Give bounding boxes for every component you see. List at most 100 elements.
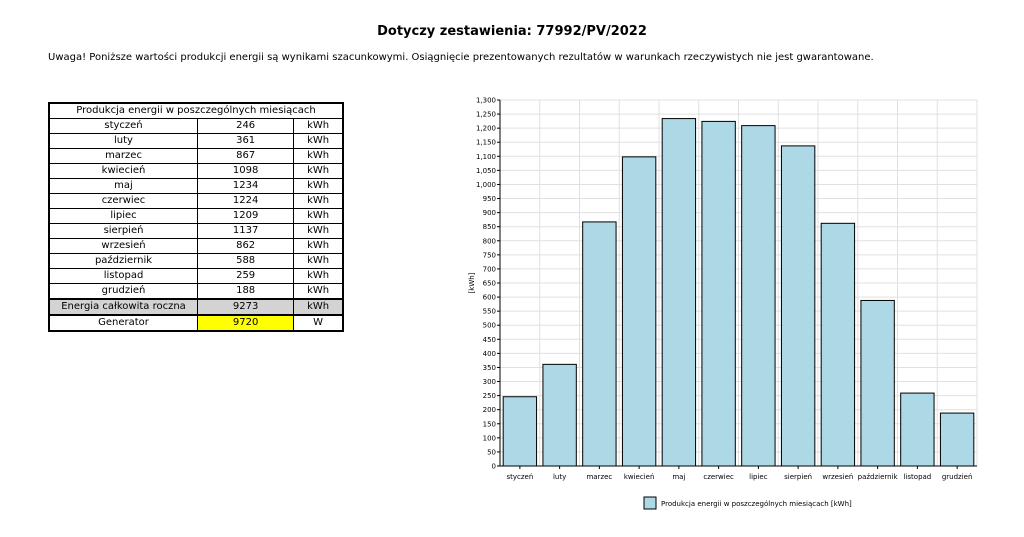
unit-label: kWh (293, 223, 344, 239)
x-tick-label: październik (858, 473, 899, 481)
energy-value: 1224 (197, 193, 295, 209)
bar (701, 120, 736, 467)
unit-label: kWh (293, 298, 344, 316)
generator-row: Generator 9720 W (48, 314, 344, 332)
y-tick-label: 700 (483, 265, 496, 273)
unit-label: W (293, 314, 344, 332)
x-tick-label: lipiec (749, 473, 768, 481)
y-tick-label: 1,300 (476, 97, 496, 105)
y-tick-label: 250 (483, 392, 496, 400)
x-tick-label: styczeń (506, 473, 533, 481)
month-label: kwiecień (48, 163, 199, 179)
month-label: czerwiec (48, 193, 199, 209)
y-tick-label: 1,250 (476, 111, 496, 119)
table-row: czerwiec 1224 kWh (48, 193, 344, 209)
bar (661, 118, 697, 467)
month-label: styczeń (48, 118, 199, 134)
unit-label: kWh (293, 163, 344, 179)
table-row: kwiecień 1098 kWh (48, 163, 344, 179)
unit-label: kWh (293, 133, 344, 149)
x-tick-label: wrzesień (822, 473, 853, 481)
energy-value: 867 (197, 148, 295, 164)
bar (939, 412, 975, 467)
unit-label: kWh (293, 118, 344, 134)
y-tick-label: 400 (483, 350, 496, 358)
table-header-row: Produkcja energii w poszczególnych miesi… (48, 102, 344, 119)
y-tick-label: 50 (487, 448, 496, 456)
energy-value: 361 (197, 133, 295, 149)
month-label: październik (48, 253, 199, 269)
y-tick-label: 850 (483, 223, 496, 231)
table-row: styczeń 246 kWh (48, 118, 344, 134)
y-tick-label: 1,200 (476, 125, 496, 133)
table-row: październik 588 kWh (48, 253, 344, 269)
energy-value: 246 (197, 118, 295, 134)
unit-label: kWh (293, 208, 344, 224)
month-label: lipiec (48, 208, 199, 224)
x-tick-label: maj (672, 473, 685, 481)
energy-value: 1209 (197, 208, 295, 224)
y-tick-label: 1,150 (476, 139, 496, 147)
table-row: sierpień 1137 kWh (48, 223, 344, 239)
production-table: Produkcja energii w poszczególnych miesi… (48, 102, 344, 332)
energy-value: 259 (197, 268, 295, 284)
table-row: grudzień 188 kWh (48, 283, 344, 300)
table-row: luty 361 kWh (48, 133, 344, 149)
bar (621, 156, 657, 467)
energy-value: 9273 (197, 298, 295, 316)
unit-label: kWh (293, 253, 344, 269)
y-tick-label: 750 (483, 251, 496, 259)
bar (900, 392, 935, 467)
y-tick-label: 1,050 (476, 167, 496, 175)
energy-value: 1234 (197, 178, 295, 194)
table-row: lipiec 1209 kWh (48, 208, 344, 224)
bar (542, 363, 577, 467)
legend-label: Produkcja energii w poszczególnych miesi… (661, 500, 852, 508)
legend-swatch (643, 496, 657, 510)
y-tick-label: 650 (483, 280, 496, 288)
unit-label: kWh (293, 193, 344, 209)
month-label: wrzesień (48, 238, 199, 254)
table-row: listopad 259 kWh (48, 268, 344, 284)
y-tick-label: 550 (483, 308, 496, 316)
y-tick-label: 1,000 (476, 181, 496, 189)
bar (582, 221, 617, 467)
y-tick-label: 450 (483, 336, 496, 344)
bar (780, 145, 816, 467)
y-axis-label: [kWh] (468, 272, 476, 293)
unit-label: kWh (293, 238, 344, 254)
unit-label: kWh (293, 268, 344, 284)
table-row: marzec 867 kWh (48, 148, 344, 164)
energy-value: 188 (197, 283, 295, 300)
unit-label: kWh (293, 148, 344, 164)
y-tick-label: 300 (483, 378, 496, 386)
month-label: maj (48, 178, 199, 194)
x-tick-label: sierpień (784, 473, 812, 481)
energy-value: 1098 (197, 163, 295, 179)
month-label: sierpień (48, 223, 199, 239)
total-row: Energia całkowita roczna 9273 kWh (48, 298, 344, 316)
y-tick-label: 350 (483, 364, 496, 372)
y-tick-label: 150 (483, 420, 496, 428)
month-label: grudzień (48, 283, 199, 300)
y-tick-label: 100 (483, 434, 496, 442)
month-label: luty (48, 133, 199, 149)
x-tick-label: czerwiec (703, 473, 734, 481)
energy-value: 862 (197, 238, 295, 254)
bar (820, 222, 856, 467)
unit-label: kWh (293, 283, 344, 300)
y-tick-label: 1,100 (476, 153, 496, 161)
y-tick-label: 500 (483, 322, 496, 330)
x-tick-label: listopad (904, 473, 932, 481)
bar (860, 299, 895, 467)
disclaimer-note: Uwaga! Poniższe wartości produkcji energ… (48, 52, 874, 63)
month-label: marzec (48, 148, 199, 164)
unit-label: kWh (293, 178, 344, 194)
table-header: Produkcja energii w poszczególnych miesi… (48, 102, 344, 119)
monthly-production-chart: 0 50 100 150 200 250 300 350 400 450 500 550 600 650 7… (468, 97, 978, 510)
y-tick-label: 0 (492, 463, 496, 471)
table-row: wrzesień 862 kWh (48, 238, 344, 254)
month-label: Generator (48, 314, 199, 332)
energy-value: 588 (197, 253, 295, 269)
x-tick-label: marzec (586, 473, 612, 481)
